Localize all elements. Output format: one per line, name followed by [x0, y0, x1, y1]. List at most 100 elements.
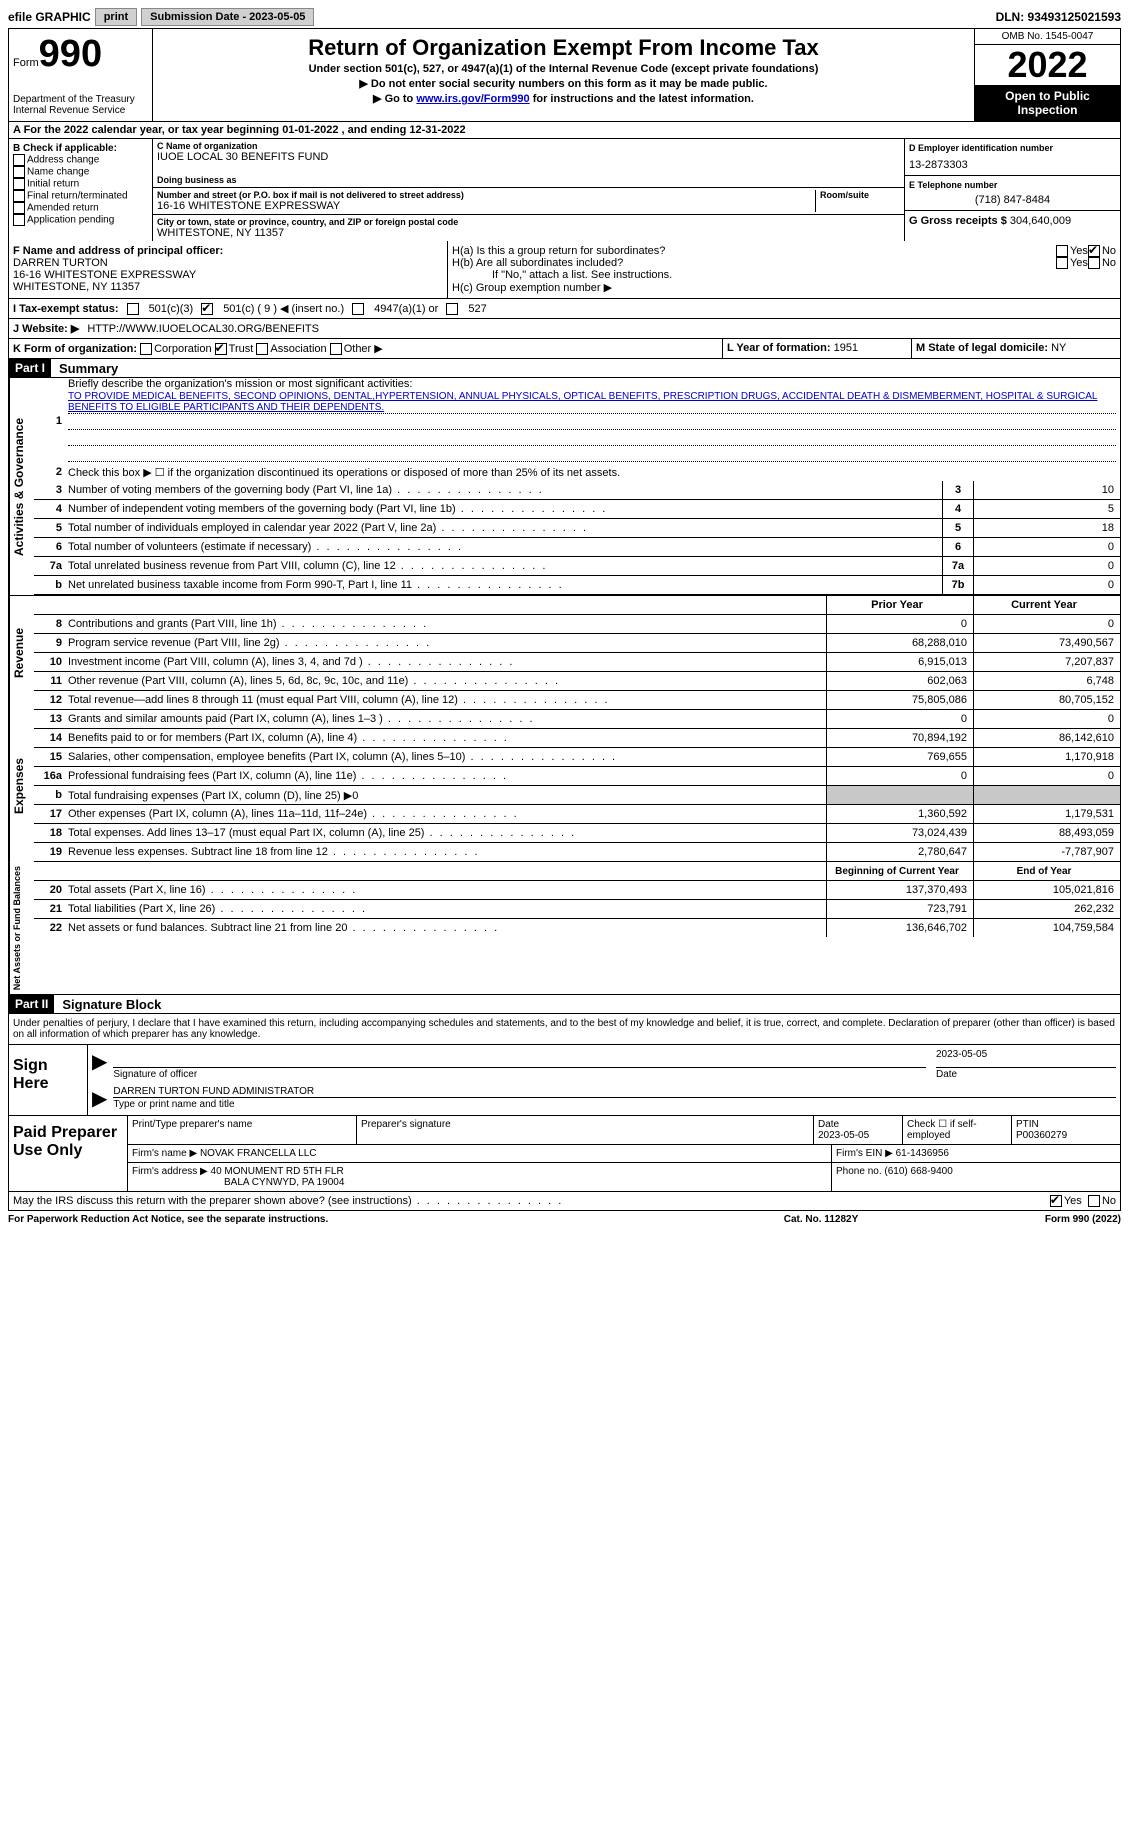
b-label: B Check if applicable: [13, 143, 148, 154]
org-name-label: C Name of organization [157, 141, 900, 151]
expense-row: 18Total expenses. Add lines 13–17 (must … [34, 824, 1120, 843]
city-cell: City or town, state or province, country… [153, 215, 904, 241]
checkbox-icon[interactable] [13, 190, 25, 202]
goto-post: for instructions and the latest informat… [530, 93, 754, 105]
gross-value: 304,640,009 [1010, 215, 1071, 227]
checkbox-icon[interactable] [13, 154, 25, 166]
checkbox-icon[interactable] [256, 343, 268, 355]
checkbox-checked-icon[interactable] [1088, 245, 1100, 257]
k-label: K Form of organization: [13, 343, 137, 355]
part2-badge: Part II [9, 995, 54, 1013]
city-label: City or town, state or province, country… [157, 217, 900, 227]
expense-row: 16aProfessional fundraising fees (Part I… [34, 767, 1120, 786]
block-fh: F Name and address of principal officer:… [8, 241, 1121, 299]
vlabel-expenses: Expenses [9, 710, 34, 862]
submission-date-button[interactable]: Submission Date - 2023-05-05 [141, 8, 314, 26]
dept-label: Department of the Treasury [13, 94, 148, 105]
footer-left: For Paperwork Reduction Act Notice, see … [8, 1214, 721, 1225]
room-label: Room/suite [820, 190, 900, 200]
col-d-identifiers: D Employer identification number 13-2873… [905, 139, 1120, 241]
firm-name-cell: Firm's name ▶ NOVAK FRANCELLA LLC [128, 1145, 832, 1162]
part1-badge: Part I [9, 359, 51, 377]
date-label: Date [936, 1067, 1116, 1080]
net-header: Beginning of Current Year End of Year [34, 862, 1120, 881]
checkbox-icon[interactable] [13, 166, 25, 178]
website-value: HTTP://WWW.IUOELOCAL30.ORG/BENEFITS [87, 323, 319, 335]
checkbox-icon[interactable] [1056, 245, 1068, 257]
expense-row: 19Revenue less expenses. Subtract line 1… [34, 843, 1120, 862]
hc-label: H(c) Group exemption number ▶ [452, 281, 1116, 294]
row-i-tax-status: I Tax-exempt status: 501(c)(3) 501(c) ( … [8, 299, 1121, 319]
ein-label: D Employer identification number [909, 143, 1116, 153]
goto-pre: ▶ Go to [373, 93, 416, 105]
current-year-hdr: Current Year [973, 596, 1120, 614]
form-header: Form990 Department of the Treasury Inter… [8, 28, 1121, 122]
footer-mid: Cat. No. 11282Y [721, 1214, 921, 1225]
expense-row: bTotal fundraising expenses (Part IX, co… [34, 786, 1120, 805]
header-right: OMB No. 1545-0047 2022 Open to Public In… [974, 29, 1120, 121]
phone-value: (718) 847-8484 [909, 194, 1116, 206]
sig-date: 2023-05-05 [936, 1049, 1116, 1067]
b-opt: Address change [13, 154, 148, 166]
officer-name: DARREN TURTON [13, 257, 443, 269]
checkbox-icon[interactable] [1088, 1195, 1100, 1207]
dba-label: Doing business as [157, 175, 900, 185]
checkbox-icon[interactable] [330, 343, 342, 355]
name-title-label: Type or print name and title [113, 1097, 1116, 1110]
checkbox-icon[interactable] [1088, 257, 1100, 269]
page-footer: For Paperwork Reduction Act Notice, see … [8, 1211, 1121, 1228]
vlabel-activities: Activities & Governance [9, 378, 34, 595]
checkbox-icon[interactable] [1056, 257, 1068, 269]
i-label: I Tax-exempt status: [13, 303, 119, 315]
paid-grid: Print/Type preparer's name Preparer's si… [128, 1116, 1120, 1191]
summary-row: 3Number of voting members of the governi… [34, 481, 1120, 500]
firm-addr-cell: Firm's address ▶ 40 MONUMENT RD 5TH FLR … [128, 1163, 832, 1191]
sign-here-block: Sign Here ▶ Signature of officer 2023-05… [8, 1045, 1121, 1116]
part1-title: Summary [51, 361, 118, 376]
j-label: J Website: ▶ [13, 322, 79, 335]
header-mid: Return of Organization Exempt From Incom… [153, 29, 974, 121]
checkbox-icon[interactable] [127, 303, 139, 315]
l2-text: Check this box ▶ ☐ if the organization d… [68, 466, 1120, 479]
revenue-header: Prior Year Current Year [34, 596, 1120, 615]
net-row: 21Total liabilities (Part X, line 26)723… [34, 900, 1120, 919]
checkbox-checked-icon[interactable] [201, 303, 213, 315]
section-revenue: Revenue Prior Year Current Year 8Contrib… [8, 595, 1121, 710]
h-preparer-sig: Preparer's signature [357, 1116, 814, 1144]
h-ptin: PTINP00360279 [1012, 1116, 1120, 1144]
firm-phone-cell: Phone no. (610) 668-9400 [832, 1163, 1120, 1191]
checkbox-icon[interactable] [140, 343, 152, 355]
irs-link[interactable]: www.irs.gov/Form990 [416, 93, 529, 105]
checkbox-icon[interactable] [13, 214, 25, 226]
checkbox-icon[interactable] [13, 178, 25, 190]
irs-label: Internal Revenue Service [13, 105, 148, 116]
form-word: Form [13, 57, 39, 69]
print-button[interactable]: print [95, 8, 137, 26]
expense-row: 13Grants and similar amounts paid (Part … [34, 710, 1120, 729]
mission-blank [68, 447, 1116, 462]
section-activities: Activities & Governance 1 Briefly descri… [8, 378, 1121, 595]
checkbox-checked-icon[interactable] [1050, 1195, 1062, 1207]
sign-content: ▶ Signature of officer 2023-05-05 Date ▶… [88, 1045, 1120, 1115]
dln-label: DLN: 93493125021593 [996, 10, 1121, 24]
l-cell: L Year of formation: 1951 [723, 339, 912, 358]
h-date: Date2023-05-05 [814, 1116, 903, 1144]
ein-value: 13-2873303 [909, 159, 1116, 171]
phone-label: E Telephone number [909, 180, 1116, 190]
col-c-org: C Name of organization IUOE LOCAL 30 BEN… [153, 139, 905, 241]
revenue-row: 10Investment income (Part VIII, column (… [34, 653, 1120, 672]
summary-row: 4Number of independent voting members of… [34, 500, 1120, 519]
penalties-text: Under penalties of perjury, I declare th… [8, 1014, 1121, 1045]
begin-year-hdr: Beginning of Current Year [826, 862, 973, 880]
checkbox-icon[interactable] [13, 202, 25, 214]
hb-note: If "No," attach a list. See instructions… [452, 269, 1116, 281]
l-value: 1951 [834, 342, 858, 354]
checkbox-icon[interactable] [446, 303, 458, 315]
checkbox-icon[interactable] [352, 303, 364, 315]
checkbox-checked-icon[interactable] [215, 343, 227, 355]
line-1: 1 Briefly describe the organization's mi… [34, 378, 1120, 463]
summary-row: bNet unrelated business taxable income f… [34, 576, 1120, 595]
part2-title: Signature Block [54, 997, 161, 1012]
section-expenses: Expenses 13Grants and similar amounts pa… [8, 710, 1121, 862]
revenue-row: 12Total revenue—add lines 8 through 11 (… [34, 691, 1120, 710]
